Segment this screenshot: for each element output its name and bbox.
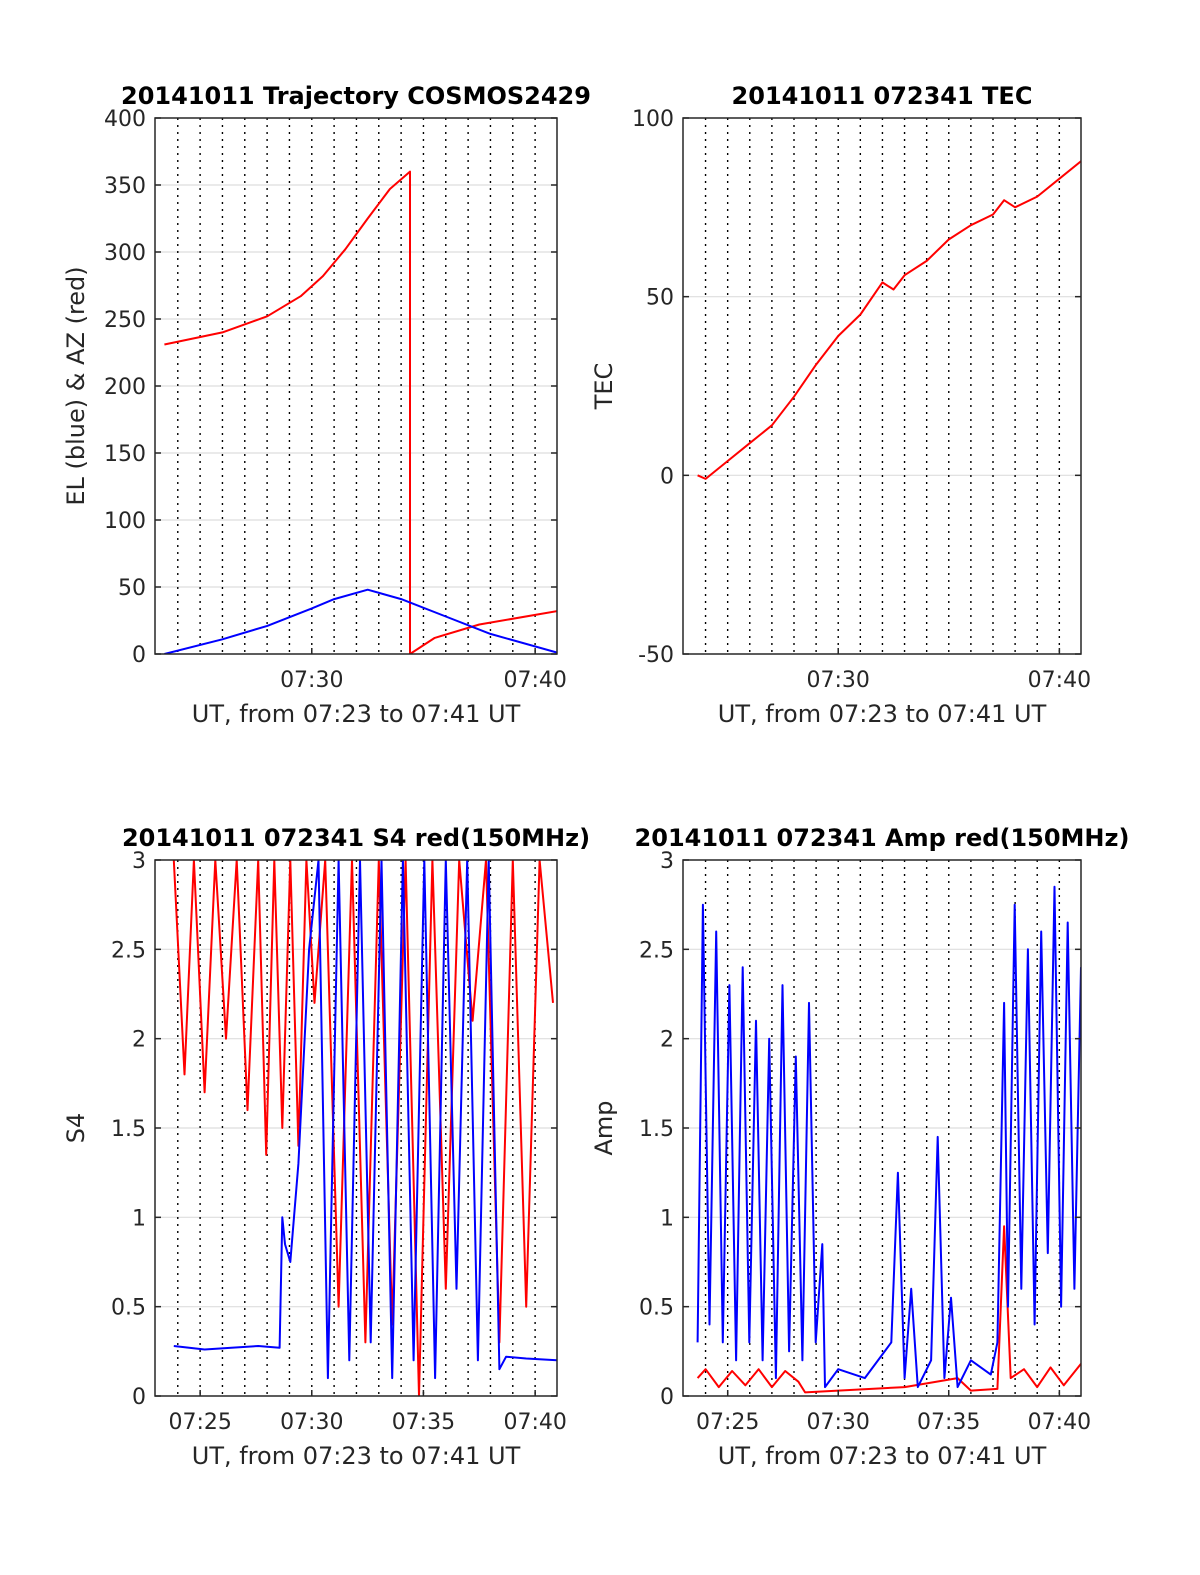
x-tick-label: 07:30 — [280, 668, 343, 693]
series-line-2 — [164, 588, 557, 654]
x-tick-label: 07:25 — [168, 1410, 231, 1435]
x-tick-label: 07:30 — [807, 668, 870, 693]
chart-panel-1: 0 50 100 150 200 250 300 350 400 07:30 07:40 201410… — [62, 82, 591, 728]
x-tick-label: 07:35 — [917, 1410, 980, 1435]
y-tick-label: 0 — [660, 464, 674, 489]
y-tick-label: 1 — [132, 1206, 146, 1231]
y-tick-label: 100 — [104, 509, 146, 534]
x-tick-label: 07:35 — [392, 1410, 455, 1435]
y-tick-label: 100 — [632, 107, 674, 132]
chart-panel-4: 0 0.5 1 1.5 2 2.5 3 07:25 07:30 07:35 07:40 2014101… — [590, 824, 1129, 1470]
y-tick-label: 0 — [132, 1385, 146, 1410]
y-tick-label: 50 — [118, 576, 146, 601]
x-axis-label: UT, from 07:23 to 07:41 UT — [192, 1442, 521, 1470]
chart-title: 20141011 072341 Amp red(150MHz) — [635, 824, 1130, 852]
x-axis-label: UT, from 07:23 to 07:41 UT — [718, 1442, 1047, 1470]
y-tick-label: 250 — [104, 308, 146, 333]
y-tick-label: 0 — [132, 643, 146, 668]
x-axis-label: UT, from 07:23 to 07:41 UT — [192, 700, 521, 728]
y-axis-label: TEC — [590, 363, 618, 411]
x-axis-label: UT, from 07:23 to 07:41 UT — [718, 700, 1047, 728]
chart-title: 20141011 072341 S4 red(150MHz) — [122, 824, 590, 852]
x-tick-label: 07:40 — [1028, 1410, 1091, 1435]
y-tick-label: 3 — [132, 849, 146, 874]
y-tick-label: 300 — [104, 241, 146, 266]
plot-frame — [682, 117, 1082, 655]
x-tick-label: 07:40 — [503, 1410, 566, 1435]
y-tick-label: -50 — [638, 643, 674, 668]
series-line-1 — [696, 1225, 1081, 1394]
x-tick-label: 07:40 — [1028, 668, 1091, 693]
series-line-1 — [172, 860, 554, 1396]
y-tick-label: 50 — [646, 286, 674, 311]
y-tick-label: 200 — [104, 375, 146, 400]
chart-panel-2: -50 0 50 100 07:30 07:40 20141011 072341 TEC UT… — [590, 82, 1091, 728]
series-line-2 — [696, 885, 1081, 1389]
x-tick-label: 07:30 — [807, 1410, 870, 1435]
y-tick-label: 1.5 — [111, 1117, 146, 1142]
series-line-1 — [697, 160, 1081, 480]
chart-title: 20141011 072341 TEC — [732, 82, 1033, 110]
x-tick-label: 07:30 — [280, 1410, 343, 1435]
y-tick-label: 3 — [660, 849, 674, 874]
chart-panel-3: 0 0.5 1 1.5 2 2.5 3 07:25 07:30 07:35 07:40 2014101… — [62, 824, 590, 1470]
y-tick-label: 0.5 — [111, 1296, 146, 1321]
y-tick-label: 1 — [660, 1206, 674, 1231]
y-tick-label: 0.5 — [639, 1296, 674, 1321]
y-tick-label: 1.5 — [639, 1117, 674, 1142]
y-tick-label: 2.5 — [639, 938, 674, 963]
y-tick-label: 400 — [104, 107, 146, 132]
series-line-2 — [173, 860, 557, 1380]
y-tick-label: 0 — [660, 1385, 674, 1410]
chart-title: 20141011 Trajectory COSMOS2429 — [121, 82, 591, 110]
y-tick-label: 2.5 — [111, 938, 146, 963]
y-axis-label: S4 — [62, 1113, 90, 1144]
y-axis-label: Amp — [590, 1100, 618, 1155]
y-axis-label: EL (blue) & AZ (red) — [62, 266, 90, 505]
y-tick-label: 150 — [104, 442, 146, 467]
y-tick-label: 2 — [132, 1028, 146, 1053]
x-tick-label: 07:40 — [503, 668, 566, 693]
x-tick-label: 07:25 — [696, 1410, 759, 1435]
y-tick-label: 2 — [660, 1028, 674, 1053]
series-line-1 — [164, 170, 557, 654]
y-tick-label: 350 — [104, 174, 146, 199]
